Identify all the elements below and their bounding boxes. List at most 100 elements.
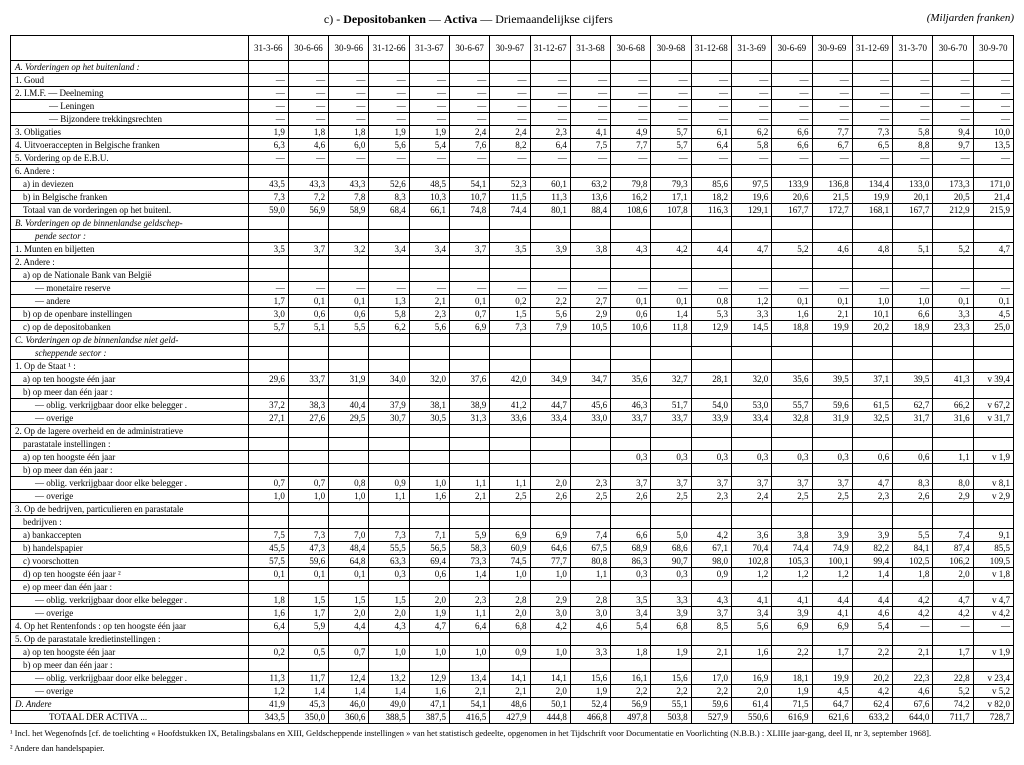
cell: 4,1 <box>731 594 771 607</box>
cell: 550,6 <box>731 711 771 724</box>
cell: 46,3 <box>611 399 651 412</box>
cell <box>409 451 449 464</box>
cell: 30,5 <box>409 412 449 425</box>
cell: — <box>812 100 852 113</box>
cell: 5,4 <box>611 620 651 633</box>
cell: 3,3 <box>731 308 771 321</box>
cell: — <box>973 113 1013 126</box>
cell <box>369 451 409 464</box>
cell: — <box>651 113 691 126</box>
cell: 33,7 <box>611 412 651 425</box>
cell: v 82,0 <box>973 698 1013 711</box>
cell <box>651 334 691 347</box>
table-row: 2. Andere : <box>11 256 1014 269</box>
cell <box>893 334 933 347</box>
cell: — <box>490 113 530 126</box>
cell: 30,7 <box>369 412 409 425</box>
cell: — <box>893 87 933 100</box>
cell <box>570 269 610 282</box>
table-row: — oblig. verkrijgbaar door elke belegger… <box>11 672 1014 685</box>
cell: 32,7 <box>651 373 691 386</box>
cell: 34,7 <box>570 373 610 386</box>
cell: — <box>570 152 610 165</box>
cell: — <box>973 620 1013 633</box>
cell <box>772 633 812 646</box>
cell <box>570 230 610 243</box>
cell: 5,8 <box>731 139 771 152</box>
cell: 1,1 <box>449 477 489 490</box>
cell: 2,5 <box>772 490 812 503</box>
cell <box>288 217 328 230</box>
cell: 3,4 <box>611 607 651 620</box>
cell: 90,7 <box>651 555 691 568</box>
row-label: b) op meer dan één jaar : <box>11 386 249 399</box>
cell: — <box>611 282 651 295</box>
cell: 1,6 <box>248 607 288 620</box>
cell: 2,1 <box>812 308 852 321</box>
cell: 2,0 <box>490 607 530 620</box>
cell: 4,6 <box>852 607 892 620</box>
cell: v 8,1 <box>973 477 1013 490</box>
cell <box>409 230 449 243</box>
cell <box>973 633 1013 646</box>
cell <box>651 581 691 594</box>
cell: 360,6 <box>329 711 369 724</box>
cell: 3,6 <box>731 529 771 542</box>
cell: 1,2 <box>248 685 288 698</box>
cell: 215,9 <box>973 204 1013 217</box>
cell <box>329 438 369 451</box>
cell: — <box>490 152 530 165</box>
table-row: e) op meer dan één jaar : <box>11 581 1014 594</box>
cell: 2,0 <box>530 685 570 698</box>
cell <box>449 386 489 399</box>
cell <box>691 438 731 451</box>
cell: 27,6 <box>288 412 328 425</box>
cell: 55,7 <box>772 399 812 412</box>
table-row: Totaal van de vorderingen op het buitenl… <box>11 204 1014 217</box>
cell <box>852 347 892 360</box>
cell: 33,7 <box>651 412 691 425</box>
cell: 2,9 <box>570 308 610 321</box>
cell: 35,6 <box>772 373 812 386</box>
cell: — <box>530 113 570 126</box>
cell: 2,2 <box>772 646 812 659</box>
cell: — <box>288 100 328 113</box>
cell: 6,3 <box>248 139 288 152</box>
cell: 62,4 <box>852 698 892 711</box>
cell: 12,9 <box>409 672 449 685</box>
cell: 23,3 <box>933 321 973 334</box>
cell: 1,2 <box>731 295 771 308</box>
cell <box>369 438 409 451</box>
cell: 3,4 <box>409 243 449 256</box>
cell <box>288 334 328 347</box>
cell: 18,9 <box>893 321 933 334</box>
cell: 5,8 <box>893 126 933 139</box>
cell: 4,7 <box>933 594 973 607</box>
cell: 0,9 <box>369 477 409 490</box>
table-row: — oblig. verkrijgbaar door elke belegger… <box>11 477 1014 490</box>
cell: 3,7 <box>691 607 731 620</box>
row-label: scheppende sector : <box>11 347 249 360</box>
cell: — <box>288 282 328 295</box>
row-label: TOTAAL DER ACTIVA ... <box>11 711 249 724</box>
cell <box>449 360 489 373</box>
cell <box>852 269 892 282</box>
row-label: 3. Op de bedrijven, particulieren en par… <box>11 503 249 516</box>
cell <box>329 334 369 347</box>
table-row: a) op ten hoogste één jaar0,20,50,71,01,… <box>11 646 1014 659</box>
cell: 5,3 <box>691 308 731 321</box>
cell: 0,2 <box>490 295 530 308</box>
cell <box>611 360 651 373</box>
row-label: 4. Op het Rentenfonds : op ten hoogste é… <box>11 620 249 633</box>
cell <box>933 334 973 347</box>
cell: — <box>409 100 449 113</box>
cell: 3,5 <box>248 243 288 256</box>
cell: 33,6 <box>490 412 530 425</box>
cell <box>731 165 771 178</box>
cell <box>570 659 610 672</box>
cell: — <box>691 152 731 165</box>
cell <box>651 386 691 399</box>
cell <box>611 217 651 230</box>
table-row: c) voorschotten57,559,664,863,369,473,37… <box>11 555 1014 568</box>
cell: 2,0 <box>329 607 369 620</box>
